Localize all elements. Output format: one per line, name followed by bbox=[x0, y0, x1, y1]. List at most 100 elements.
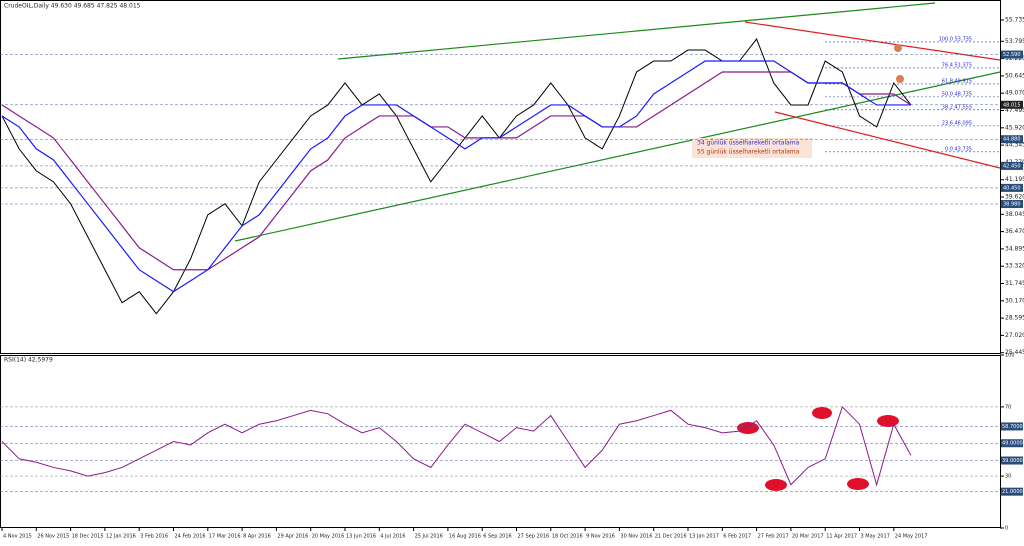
rsi-box-label: 58.7000 bbox=[1002, 424, 1023, 430]
x-tick-label: 27 Feb 2017 bbox=[758, 534, 789, 540]
x-tick-label: 27 Sep 2016 bbox=[518, 534, 550, 540]
x-tick-label: 20 May 2016 bbox=[312, 534, 345, 540]
price-box-label: 42.450 bbox=[1003, 163, 1021, 169]
x-tick-label: 30 Nov 2016 bbox=[620, 534, 652, 540]
ma55-line bbox=[1, 71, 912, 271]
channel-line bbox=[774, 111, 1001, 169]
y-tick-label: 45.920 bbox=[1005, 124, 1024, 131]
rsi-highlight bbox=[737, 422, 759, 434]
x-tick-label: 25 Jul 2016 bbox=[415, 534, 443, 540]
trendline bbox=[337, 2, 936, 60]
x-tick-label: 13 Jun 2016 bbox=[346, 534, 376, 540]
rsi-box bbox=[1001, 439, 1023, 448]
price-box-label: 44.880 bbox=[1003, 137, 1021, 143]
y-tick-label: 47.495 bbox=[1005, 107, 1024, 114]
rsi-box bbox=[1001, 422, 1023, 431]
x-tick-label: 4 Nov 2015 bbox=[3, 534, 32, 540]
fib-label: 100.0 53.735 bbox=[939, 36, 972, 42]
y-tick-label: 53.795 bbox=[1005, 38, 1024, 45]
price-box bbox=[1001, 135, 1023, 144]
rsi-box-label: 21.0000 bbox=[1002, 489, 1023, 495]
rsi-panel bbox=[0, 355, 1001, 528]
fib-label: 50.0 48.735 bbox=[942, 91, 972, 97]
x-tick-label: 20 Mar 2017 bbox=[792, 534, 824, 540]
y-tick-label: 27.020 bbox=[1005, 332, 1024, 339]
rsi-header: RSI(14) 42.5979 bbox=[4, 357, 53, 364]
y-tick-label: 31.745 bbox=[1005, 280, 1024, 287]
x-tick-label: 3 Feb 2016 bbox=[140, 534, 168, 540]
x-tick-label: 3 May 2017 bbox=[861, 534, 890, 540]
legend-box bbox=[692, 138, 812, 158]
rsi-tick-label: 30 bbox=[1005, 474, 1011, 480]
y-tick-label: 50.645 bbox=[1005, 72, 1024, 79]
price-box-label: 38.980 bbox=[1003, 202, 1021, 208]
y-tick-label: 30.170 bbox=[1005, 297, 1024, 304]
y-tick-label: 44.345 bbox=[1005, 142, 1024, 149]
fib-label: 76.4 51.375 bbox=[942, 62, 972, 68]
rsi-tick-label: 70 bbox=[1005, 404, 1011, 410]
price-panel bbox=[0, 0, 1001, 354]
x-tick-label: 24 Feb 2016 bbox=[175, 534, 206, 540]
x-tick-label: 8 Apr 2016 bbox=[243, 534, 271, 540]
rsi-highlight bbox=[847, 478, 869, 490]
x-tick-label: 24 May 2017 bbox=[895, 534, 928, 540]
x-tick-label: 16 Aug 2016 bbox=[449, 534, 481, 540]
y-tick-label: 38.045 bbox=[1005, 211, 1024, 218]
y-tick-label: 55.735 bbox=[1005, 17, 1024, 24]
x-tick-label: 9 Nov 2016 bbox=[586, 534, 615, 540]
x-tick-label: 18 Dec 2015 bbox=[72, 534, 104, 540]
rsi-box bbox=[1001, 487, 1023, 496]
price-box-label: 52.590 bbox=[1003, 52, 1021, 58]
drawings bbox=[234, 2, 1001, 491]
price-box bbox=[1001, 161, 1023, 170]
x-tick-label: 13 Jan 2017 bbox=[689, 534, 719, 540]
rsi-line bbox=[1, 405, 912, 487]
y-tick-label: 36.470 bbox=[1005, 228, 1024, 235]
x-tick-label: 18 Oct 2016 bbox=[552, 534, 583, 540]
x-tick-label: 4 Jul 2016 bbox=[380, 534, 405, 540]
y-tick-label: 39.620 bbox=[1005, 194, 1024, 201]
price-box bbox=[1001, 183, 1023, 192]
rsi-highlight bbox=[765, 479, 787, 491]
price-line bbox=[1, 38, 912, 315]
fib-label: 0.0 43.735 bbox=[945, 146, 972, 152]
price-box bbox=[1001, 200, 1023, 209]
x-tick-label: 12 Jan 2016 bbox=[106, 534, 136, 540]
price-box bbox=[1001, 50, 1023, 59]
channel-line bbox=[744, 21, 1001, 61]
x-tick-label: 26 Nov 2015 bbox=[37, 534, 69, 540]
y-tick-label: 28.595 bbox=[1005, 315, 1024, 322]
fib-label: 61.8 49.915 bbox=[942, 78, 972, 84]
y-tick-label: 25.445 bbox=[1005, 349, 1024, 356]
y-tick-label: 52.220 bbox=[1005, 55, 1024, 62]
fib-label: 23.6 46.095 bbox=[942, 120, 972, 126]
price-box-label: 40.450 bbox=[1003, 185, 1021, 191]
price-box-label: 48.015 bbox=[1003, 102, 1021, 108]
rsi-highlight bbox=[812, 407, 832, 419]
y-tick-label: 34.895 bbox=[1005, 245, 1024, 252]
x-tick-label: 29 Apr 2016 bbox=[277, 534, 308, 540]
y-tick-label: 41.195 bbox=[1005, 176, 1024, 183]
chart-header: CrudeOIL,Daily 49.630 49.685 47.825 48.0… bbox=[4, 3, 141, 10]
legend-entry: 34 günlük üsselhareketli ortalama bbox=[697, 140, 800, 147]
ma34-line bbox=[1, 60, 911, 293]
rsi-tick-label: 100 bbox=[1005, 353, 1015, 359]
rsi-box-label: 39.0000 bbox=[1002, 458, 1023, 464]
x-tick-label: 17 Mar 2016 bbox=[209, 534, 241, 540]
x-tick-label: 6 Feb 2017 bbox=[723, 534, 751, 540]
legend-entry: 55 günlük üsselhareketli ortalama bbox=[697, 149, 800, 156]
trendline bbox=[234, 71, 1001, 242]
rsi-tick-label: 0 bbox=[1005, 526, 1008, 532]
marker bbox=[896, 75, 904, 83]
y-tick-label: 33.320 bbox=[1005, 263, 1024, 270]
x-tick-label: 21 Dec 2016 bbox=[655, 534, 687, 540]
rsi-highlight bbox=[877, 415, 899, 427]
rsi-box bbox=[1001, 456, 1023, 465]
y-tick-label: 49.070 bbox=[1005, 90, 1024, 97]
marker bbox=[894, 44, 902, 52]
x-tick-label: 6 Sep 2016 bbox=[483, 534, 512, 540]
x-tick-label: 11 Apr 2017 bbox=[826, 534, 857, 540]
rsi-box-label: 49.0000 bbox=[1002, 441, 1023, 447]
